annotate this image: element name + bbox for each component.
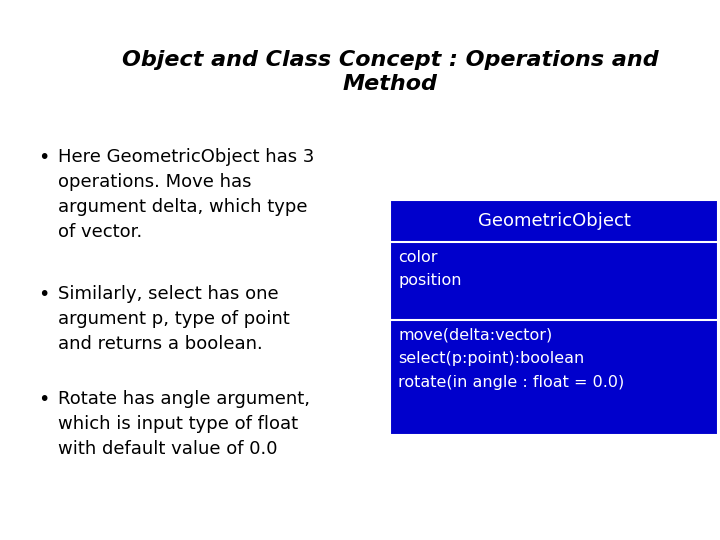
Text: color
position: color position [398,250,462,288]
Bar [390,200,718,435]
Text: Here GeometricObject has 3
operations. Move has
argument delta, which type
of ve: Here GeometricObject has 3 operations. M… [58,148,315,241]
Text: move(delta:vector)
select(p:point):boolean
rotate(in angle : float = 0.0): move(delta:vector) select(p:point):boole… [398,328,624,390]
Text: •: • [38,390,50,409]
Text: •: • [38,148,50,167]
Text: •: • [38,285,50,304]
Text: Rotate has angle argument,
which is input type of float
with default value of 0.: Rotate has angle argument, which is inpu… [58,390,310,458]
Text: GeometricObject: GeometricObject [477,212,631,230]
Text: Similarly, select has one
argument p, type of point
and returns a boolean.: Similarly, select has one argument p, ty… [58,285,289,353]
Text: Object and Class Concept : Operations and
Method: Object and Class Concept : Operations an… [122,50,658,94]
